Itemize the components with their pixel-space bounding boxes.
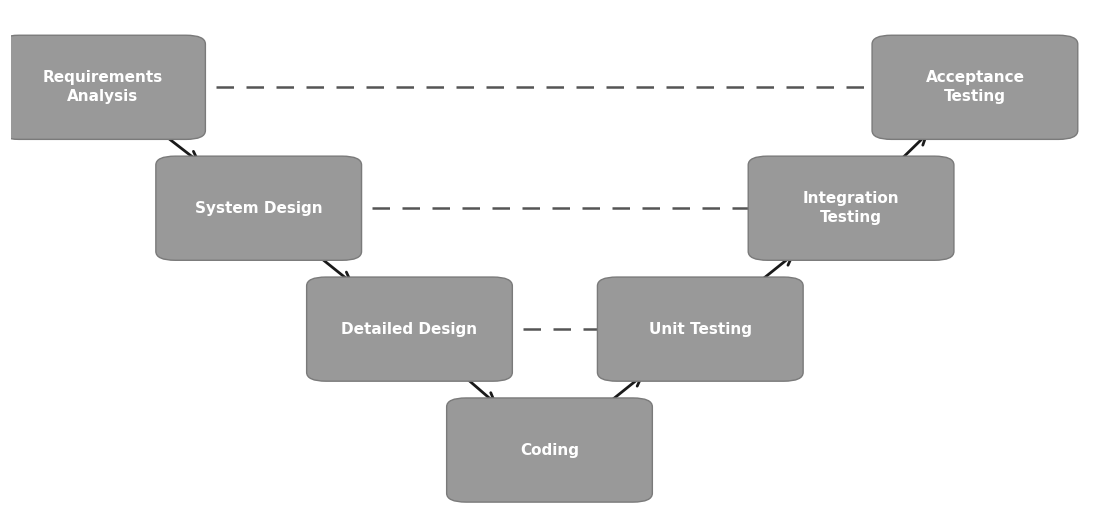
Text: System Design: System Design xyxy=(195,201,322,216)
FancyBboxPatch shape xyxy=(598,277,803,381)
Text: Detailed Design: Detailed Design xyxy=(342,322,478,337)
Text: Acceptance
Testing: Acceptance Testing xyxy=(925,70,1024,104)
FancyBboxPatch shape xyxy=(0,35,206,139)
FancyBboxPatch shape xyxy=(156,156,362,260)
Text: Requirements
Analysis: Requirements Analysis xyxy=(43,70,163,104)
FancyBboxPatch shape xyxy=(873,35,1078,139)
Text: Integration
Testing: Integration Testing xyxy=(802,191,899,225)
Text: Unit Testing: Unit Testing xyxy=(648,322,752,337)
FancyBboxPatch shape xyxy=(446,398,653,502)
Text: Coding: Coding xyxy=(520,443,579,457)
FancyBboxPatch shape xyxy=(748,156,954,260)
FancyBboxPatch shape xyxy=(307,277,512,381)
